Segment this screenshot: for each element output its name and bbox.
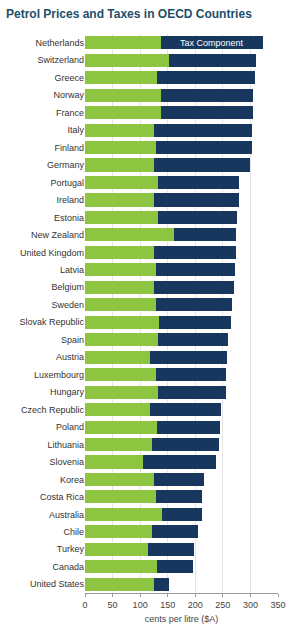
svg-text:Norway: Norway [53,90,84,100]
svg-text:Czech Republic: Czech Republic [21,405,85,415]
svg-text:0: 0 [82,600,87,610]
svg-text:Australia: Australia [49,510,84,520]
svg-text:100: 100 [133,600,148,610]
svg-text:New Zealand: New Zealand [31,230,84,240]
svg-text:Slovak Republic: Slovak Republic [19,317,84,327]
svg-text:Canada: Canada [52,562,84,572]
svg-text:Germany: Germany [47,160,85,170]
svg-text:cents per litre ($A): cents per litre ($A) [145,614,219,624]
svg-text:United States: United States [30,579,85,589]
svg-text:Netherlands: Netherlands [35,38,84,48]
svg-text:Spain: Spain [61,335,84,345]
svg-text:Chile: Chile [63,527,84,537]
svg-text:Tax Component: Tax Component [180,38,244,48]
svg-text:150: 150 [160,600,175,610]
svg-text:Finland: Finland [54,143,84,153]
svg-text:350: 350 [270,600,285,610]
svg-text:Austria: Austria [56,352,84,362]
svg-text:France: France [56,108,84,118]
svg-text:Poland: Poland [56,422,84,432]
svg-text:Petrol Prices and Taxes in OEC: Petrol Prices and Taxes in OECD Countrie… [6,7,252,21]
svg-text:Slovenia: Slovenia [49,457,84,467]
svg-text:200: 200 [188,600,203,610]
svg-text:Turkey: Turkey [57,544,85,554]
svg-text:United Kingdom: United Kingdom [20,248,84,258]
svg-text:Switzerland: Switzerland [37,55,84,65]
svg-text:Portugal: Portugal [50,178,84,188]
svg-text:Lithuania: Lithuania [47,440,84,450]
svg-text:Luxembourg: Luxembourg [34,370,84,380]
svg-text:Hungary: Hungary [50,387,85,397]
svg-text:Greece: Greece [54,73,84,83]
svg-text:Estonia: Estonia [54,213,84,223]
svg-text:Italy: Italy [67,125,84,135]
svg-text:300: 300 [243,600,258,610]
svg-text:250: 250 [215,600,230,610]
svg-text:Belgium: Belgium [51,282,84,292]
svg-text:50: 50 [108,600,118,610]
svg-text:Ireland: Ireland [56,195,84,205]
svg-text:Latvia: Latvia [60,265,84,275]
svg-text:Sweden: Sweden [51,300,84,310]
svg-text:Korea: Korea [60,475,84,485]
svg-text:Costa Rica: Costa Rica [40,492,84,502]
